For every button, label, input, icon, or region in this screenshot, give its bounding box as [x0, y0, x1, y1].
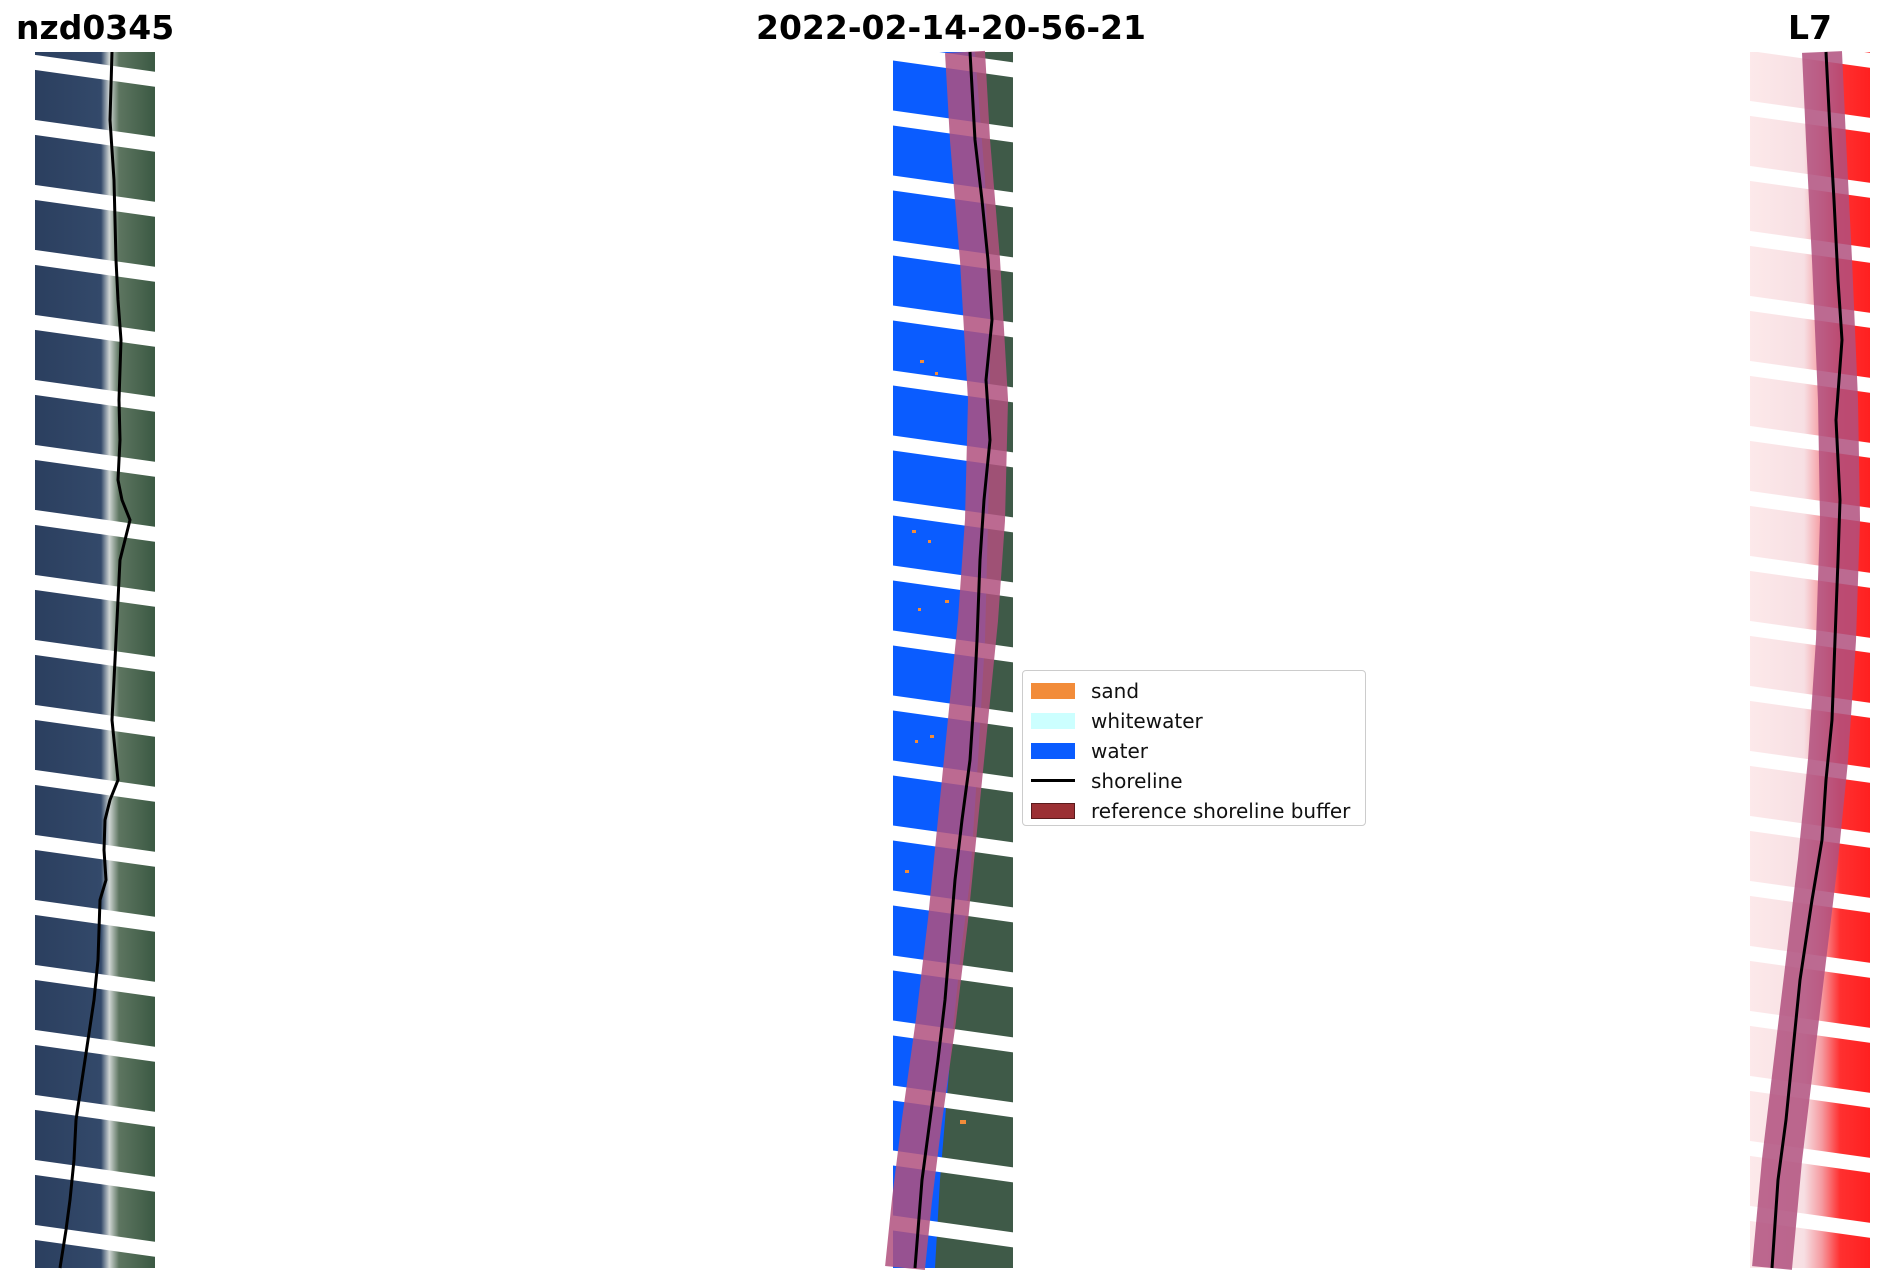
panel-title-satellite: L7 [1788, 8, 1832, 47]
rgb-image-panel [35, 51, 155, 1269]
reference-buffer-center [885, 50, 1009, 1271]
whitewater-swatch [1031, 713, 1075, 729]
shoreline-right [1770, 51, 1844, 1269]
water-swatch [1031, 743, 1075, 759]
index-image-panel [1750, 51, 1870, 1270]
panel-title-site: nzd0345 [16, 8, 175, 47]
legend-label: reference shoreline buffer [1091, 799, 1351, 823]
legend-label: shoreline [1091, 769, 1183, 793]
shoreline-left [58, 51, 132, 1269]
legend-label: whitewater [1091, 709, 1203, 733]
legend-label: sand [1091, 679, 1140, 703]
rgb-image [35, 52, 155, 1268]
shoreline-line-sample [1031, 779, 1075, 782]
legend-label: water [1091, 739, 1148, 763]
shoreline-center [913, 51, 994, 1269]
sand-swatch [1031, 683, 1075, 699]
panel-title-date: 2022-02-14-20-56-21 [756, 8, 1146, 47]
legend: sand whitewater water shoreline referenc… [1022, 670, 1366, 826]
classified-image-panel [885, 50, 1013, 1271]
buffer-swatch [1031, 803, 1075, 819]
